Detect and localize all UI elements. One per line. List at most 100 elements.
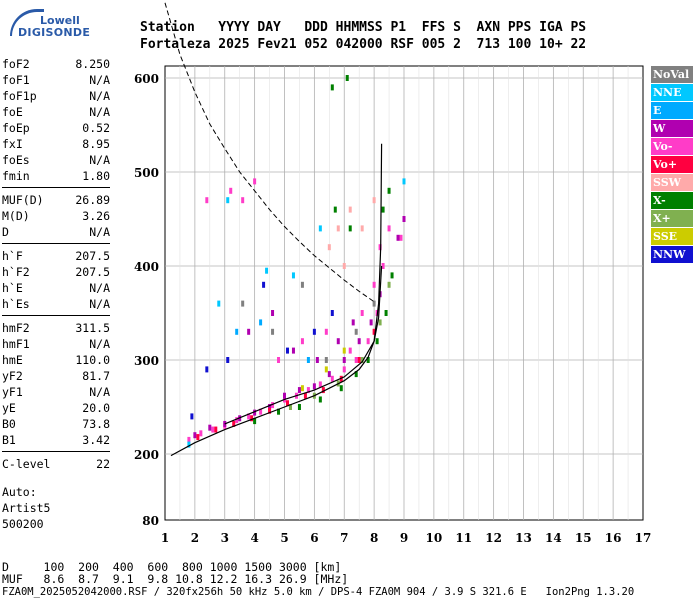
x-tick-label: 5 [280, 531, 288, 545]
true-height-profile [170, 265, 383, 457]
data-point-x [390, 272, 394, 279]
legend-item: NoVal [651, 66, 693, 83]
data-point-nne [265, 267, 269, 274]
param-row: foF2 8.250 [2, 56, 110, 72]
data-point-vo [232, 420, 236, 427]
data-point-w [271, 310, 275, 316]
data-point-ssw [336, 225, 340, 232]
data-point-nne [217, 300, 221, 307]
data-point-sse [342, 347, 346, 354]
param-label: M(D) [2, 209, 30, 223]
data-point-vo [372, 281, 376, 288]
data-point-nne [402, 178, 406, 185]
legend-item: NNW [651, 246, 693, 263]
x-tick-label: 12 [485, 531, 502, 545]
param-label: hmF1 [2, 337, 30, 351]
param-row: hmF2 311.5 [2, 320, 110, 336]
data-point-x [277, 408, 281, 415]
param-separator [2, 243, 110, 244]
data-point-nne [226, 197, 230, 204]
param-label: h`F2 [2, 265, 30, 279]
param-label: foF2 [2, 57, 30, 71]
data-point-e [259, 319, 263, 326]
param-row: h`E N/A [2, 280, 110, 296]
param-row: hmE 110.0 [2, 352, 110, 368]
data-point-nne [187, 441, 191, 448]
param-value: 8.95 [82, 137, 110, 151]
data-point-x [339, 385, 343, 392]
data-point-w [253, 409, 257, 416]
data-point-vo [187, 436, 191, 443]
param-label: yF1 [2, 385, 23, 399]
data-point-vo [268, 407, 272, 414]
data-point-vo [324, 328, 328, 335]
data-point-w [283, 392, 286, 399]
legend-item: E [651, 102, 693, 119]
param-row: fmin 1.80 [2, 168, 110, 184]
legend-item: W [651, 120, 693, 137]
autoscaling-info: Auto: Artist5 500200 [2, 484, 50, 532]
data-point-vo [285, 400, 289, 407]
polarization-legend: NoVal NNE E W Vo- Vo+ SSW X- X+ SSE NNW [651, 66, 693, 264]
y-tick-label: 200 [134, 448, 159, 462]
data-point-vo [229, 187, 233, 194]
param-separator [2, 451, 110, 452]
param-value: 3.42 [82, 433, 110, 447]
data-point-ssw [348, 206, 352, 213]
data-point-noval [324, 357, 328, 363]
param-row: yF2 81.7 [2, 368, 110, 384]
data-point-w [312, 383, 316, 390]
data-point-w [357, 338, 361, 345]
data-point-noval [241, 300, 245, 307]
data-point-vo [277, 357, 281, 363]
data-point-noval [372, 300, 376, 307]
param-row: foF1p N/A [2, 88, 110, 104]
x-tick-label: 13 [515, 531, 532, 545]
data-point-nne [291, 272, 295, 279]
data-point-vo [354, 357, 358, 363]
legend-item: Vo- [651, 138, 693, 155]
x-tick-label: 3 [221, 531, 229, 545]
data-point-x [297, 404, 301, 410]
param-row: D N/A [2, 224, 110, 240]
data-point-w [336, 338, 340, 345]
data-point-ssw [372, 197, 376, 204]
param-label: h`F [2, 249, 23, 263]
header-column-titles: Station YYYY DAY DDD HHMMSS P1 FFS S AXN… [140, 20, 587, 35]
x-tick-label: 10 [426, 531, 443, 545]
param-row: hmF1 N/A [2, 336, 110, 352]
data-point-noval [354, 328, 358, 335]
data-point-vo [366, 338, 370, 345]
data-point-x [288, 404, 292, 410]
param-row: h`Es N/A [2, 296, 110, 312]
data-point-vo [247, 413, 251, 420]
data-point-vo [330, 375, 334, 382]
x-tick-label: 6 [310, 531, 318, 545]
data-point-x [253, 418, 257, 425]
param-label: foEs [2, 153, 30, 167]
data-point-vo [318, 381, 322, 388]
data-point-nnw [285, 347, 289, 354]
param-label: B0 [2, 417, 16, 431]
data-point-sse [324, 366, 328, 373]
param-label: B1 [2, 433, 16, 447]
data-point-vo [342, 366, 346, 373]
param-row: MUF(D) 26.89 [2, 192, 110, 208]
data-point-sse [300, 385, 304, 392]
data-point-w [402, 216, 406, 222]
data-point-ssw [360, 225, 364, 232]
x-tick-label: 4 [250, 531, 258, 545]
data-point-vo [205, 197, 209, 204]
data-point-vo [259, 408, 263, 415]
param-label: hmE [2, 353, 23, 367]
y-tick-label: 300 [134, 354, 159, 368]
x-tick-label: 11 [455, 531, 472, 545]
data-point-w [396, 234, 400, 241]
distance-row: D 100 200 400 600 800 1000 1500 3000 [km… [2, 560, 342, 574]
data-point-vo [196, 434, 200, 441]
data-point-vo [250, 415, 254, 422]
data-point-w [297, 387, 301, 394]
data-point-vo [360, 310, 364, 316]
data-point-vo [199, 430, 203, 437]
param-value: 1.80 [82, 169, 110, 183]
